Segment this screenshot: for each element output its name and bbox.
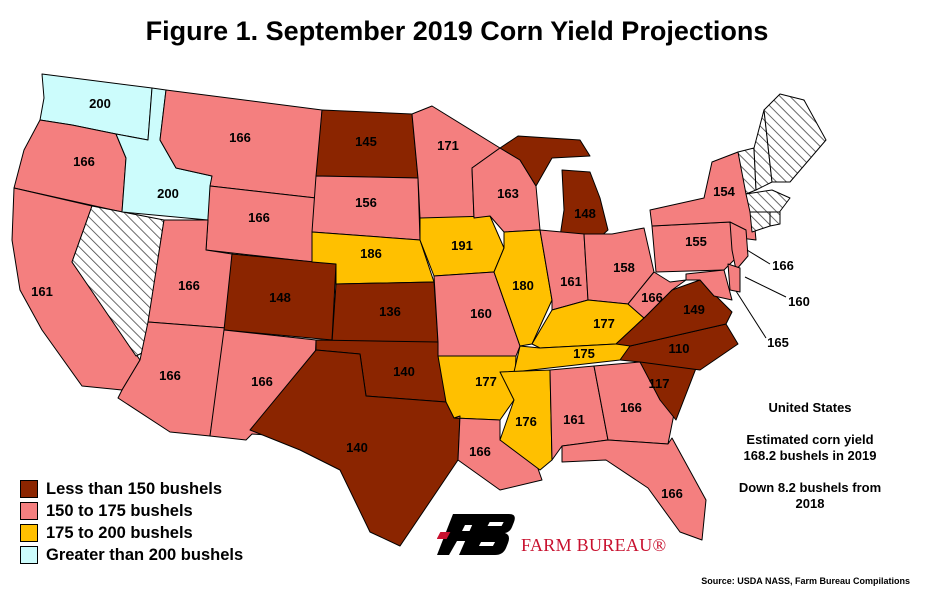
state-value-wv: 166 xyxy=(641,290,663,305)
state-value-ia: 191 xyxy=(451,238,473,253)
state-ma xyxy=(745,189,791,215)
state-value-ky: 177 xyxy=(593,316,615,331)
state-value-ut: 166 xyxy=(178,278,200,293)
state-value-fl: 166 xyxy=(661,486,683,501)
state-value-de: 160 xyxy=(788,294,810,309)
legend-item-150-175: 150 to 175 bushels xyxy=(20,500,243,522)
state-value-ne: 186 xyxy=(360,246,382,261)
state-value-ny: 154 xyxy=(713,184,735,199)
state-value-sc: 117 xyxy=(649,376,670,391)
summary-line: 168.2 bushels in 2019 xyxy=(743,448,877,463)
us-summary: United States Estimated corn yield 168.2… xyxy=(700,400,920,512)
state-value-al: 161 xyxy=(563,412,585,427)
farm-bureau-logo-icon xyxy=(437,514,515,555)
legend-item-less-150: Less than 150 bushels xyxy=(20,478,243,500)
state-value-tx: 140 xyxy=(346,440,368,455)
legend-swatch-greater-200 xyxy=(20,546,38,564)
state-value-ms: 176 xyxy=(515,414,537,429)
state-value-co: 148 xyxy=(269,290,291,305)
summary-line: 2018 xyxy=(795,496,825,511)
legend-label: Greater than 200 bushels xyxy=(46,545,244,564)
legend-label: Less than 150 bushels xyxy=(46,479,223,498)
state-de xyxy=(727,263,741,293)
legend-item-greater-200: Greater than 200 bushels xyxy=(20,544,243,566)
state-value-nm: 166 xyxy=(251,374,273,389)
state-value-mt: 166 xyxy=(229,130,251,145)
state-value-mi: 148 xyxy=(574,206,596,221)
state-value-id: 200 xyxy=(157,186,179,201)
state-tx xyxy=(249,349,461,547)
state-nv xyxy=(71,205,165,357)
legend-item-175-200: 175 to 200 bushels xyxy=(20,522,243,544)
summary-line: Down 8.2 bushels from xyxy=(738,480,882,495)
summary-line: Estimated corn yield xyxy=(746,432,874,447)
legend: Less than 150 bushels 150 to 175 bushels… xyxy=(20,478,243,566)
state-value-tn: 175 xyxy=(573,346,595,361)
state-me xyxy=(763,93,827,183)
state-nj xyxy=(729,221,749,271)
map-title: Figure 1. September 2019 Corn Yield Proj… xyxy=(145,16,769,46)
state-la xyxy=(453,415,543,491)
state-value-ar: 177 xyxy=(475,374,497,389)
state-value-nc: 110 xyxy=(669,341,690,356)
legend-swatch-175-200 xyxy=(20,524,38,542)
legend-label: 175 to 200 bushels xyxy=(46,523,193,542)
state-value-va: 149 xyxy=(683,302,705,317)
state-up xyxy=(499,135,591,187)
state-fl xyxy=(561,437,707,541)
state-value-mn: 171 xyxy=(437,138,459,153)
source-note: Source: USDA NASS, Farm Bureau Compilati… xyxy=(701,576,910,586)
state-value-ok: 140 xyxy=(393,364,415,379)
state-value-sd: 156 xyxy=(355,195,377,210)
state-value-nd: 145 xyxy=(355,134,377,149)
state-value-ks: 136 xyxy=(379,304,401,319)
state-md xyxy=(685,269,733,301)
state-value-wi: 163 xyxy=(497,186,519,201)
summary-heading: United States xyxy=(768,400,852,415)
state-value-or: 166 xyxy=(73,154,95,169)
state-value-la: 166 xyxy=(469,444,491,459)
state-value-pa: 155 xyxy=(685,234,707,249)
state-value-md: 165 xyxy=(767,335,789,350)
legend-swatch-less-150 xyxy=(20,480,38,498)
state-value-in: 161 xyxy=(560,274,582,289)
state-value-ga: 166 xyxy=(620,400,642,415)
state-value-wa: 200 xyxy=(89,96,111,111)
state-value-ca: 161 xyxy=(31,284,53,299)
brand-name: FARM BUREAU® xyxy=(521,535,667,555)
legend-swatch-150-175 xyxy=(20,502,38,520)
state-value-nj: 166 xyxy=(772,258,794,273)
state-ri xyxy=(769,211,781,227)
state-ct xyxy=(749,211,771,233)
legend-label: 150 to 175 bushels xyxy=(46,501,193,520)
state-value-az: 166 xyxy=(159,368,181,383)
state-value-oh: 158 xyxy=(613,260,635,275)
state-value-wy: 166 xyxy=(248,210,270,225)
state-value-mo: 160 xyxy=(470,306,492,321)
state-value-il: 180 xyxy=(512,278,534,293)
